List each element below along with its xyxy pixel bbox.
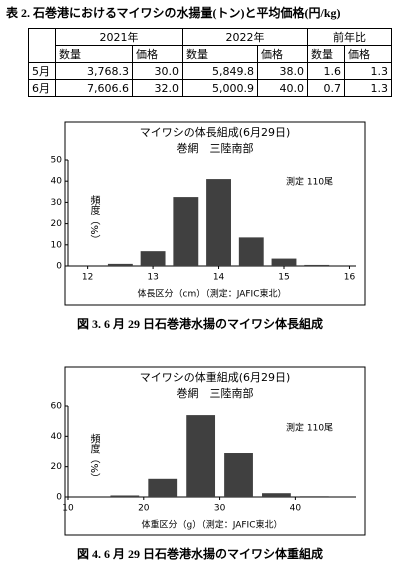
bar xyxy=(173,197,199,266)
x-tick-label: 15 xyxy=(278,273,289,283)
note: 測定 110尾 xyxy=(286,422,333,434)
y-tick-label: 0 xyxy=(56,493,62,503)
header-cell: 価格 xyxy=(132,45,183,63)
y-axis-label: 頻度（%） xyxy=(88,432,100,483)
bar xyxy=(206,179,231,266)
x-tick-label: 20 xyxy=(138,504,150,514)
y-axis-label: 頻度（%） xyxy=(88,194,100,245)
x-tick-label: 13 xyxy=(147,273,158,283)
cell: 6月 xyxy=(28,79,56,97)
cell: 30.0 xyxy=(132,62,183,80)
chart-subtitle: 巻網 三陸南部 xyxy=(177,141,254,155)
table: 2021年 2022年 前年比 数量 価格 数量 価格 数量 価格 5月 3,76… xyxy=(28,28,392,97)
bar xyxy=(238,237,264,266)
cell: 5月 xyxy=(28,62,56,80)
x-tick-label: 10 xyxy=(62,504,74,514)
cell: 5,849.8 xyxy=(182,62,258,80)
cell: 5,000.9 xyxy=(182,79,258,97)
y-tick-label: 50 xyxy=(51,156,63,166)
y-tick-label: 20 xyxy=(51,219,63,229)
row: 6月 7,606.6 32.0 5,000.9 40.0 0.7 1.3 xyxy=(28,79,392,97)
bar xyxy=(110,495,140,497)
header-cell: 数量 xyxy=(55,45,133,63)
bar xyxy=(107,263,133,266)
note: 測定 110尾 xyxy=(286,176,333,188)
bar xyxy=(140,251,166,266)
chart-frame xyxy=(64,121,366,306)
y-tick-label: 40 xyxy=(51,432,63,442)
bar xyxy=(262,493,291,497)
bar xyxy=(304,264,330,266)
x-axis-label: 体長区分（cm）（測定：JAFIC東北） xyxy=(138,288,287,300)
row: 5月 3,768.3 30.0 5,849.8 38.0 1.6 1.3 xyxy=(28,62,392,80)
x-tick-label: 16 xyxy=(344,273,356,283)
cell: 7,606.6 xyxy=(55,79,133,97)
chart-title: マイワシの体重組成(6月29日) xyxy=(140,370,291,384)
x-tick-label: 40 xyxy=(290,504,302,514)
bar xyxy=(271,258,297,266)
cell: 1.3 xyxy=(344,79,392,97)
y-tick-label: 10 xyxy=(51,240,63,250)
x-tick-label: 14 xyxy=(213,273,225,283)
y-tick-label: 40 xyxy=(51,177,63,187)
y-tick-label: 60 xyxy=(51,402,63,412)
bar xyxy=(148,478,178,497)
bar xyxy=(186,415,216,497)
chart-frame xyxy=(64,366,366,536)
cell: 32.0 xyxy=(132,79,183,97)
y-tick-label: 0 xyxy=(56,262,62,272)
chart-title: マイワシの体長組成(6月29日) xyxy=(140,125,291,139)
header-cell: 2021年 xyxy=(55,28,183,46)
cell: 38.0 xyxy=(257,62,308,80)
y-tick-label: 20 xyxy=(51,462,63,472)
caption: 図 4. 6 月 29 日石巻港水揚のマイワシ体重組成 xyxy=(77,546,323,561)
bar xyxy=(224,453,253,497)
y-tick-label: 30 xyxy=(51,198,63,208)
bar xyxy=(299,496,329,497)
table-title: 表 2. 石巻港におけるマイワシの水揚量(トン)と平均価格(円/kg) xyxy=(6,6,341,20)
caption: 図 3. 6 月 29 日石巻港水揚のマイワシ体長組成 xyxy=(77,316,323,331)
x-tick-label: 30 xyxy=(214,504,226,514)
header-cell: 価格 xyxy=(344,45,392,63)
cell: 40.0 xyxy=(257,79,308,97)
x-tick-label: 12 xyxy=(82,273,93,283)
x-axis-label: 体重区分（g）（測定：JAFIC東北） xyxy=(142,519,283,531)
chart-subtitle: 巻網 三陸南部 xyxy=(177,386,254,400)
